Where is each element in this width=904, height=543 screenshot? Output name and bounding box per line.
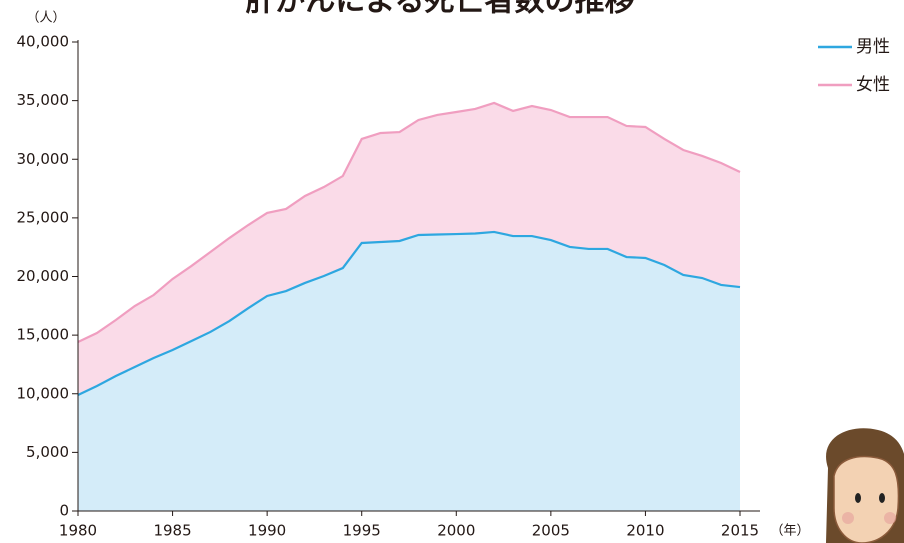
x-tick-label: 2005 — [532, 522, 570, 540]
illustration — [826, 428, 904, 543]
x-tick-label: 2015 — [721, 522, 759, 540]
y-tick-label: 5,000 — [26, 443, 69, 461]
y-tick-label: 20,000 — [17, 267, 70, 285]
y-tick-label: 10,000 — [17, 384, 70, 402]
legend-label: 男性 — [856, 37, 890, 57]
chart-title: 肝がんによる死亡者数の推移 — [245, 0, 634, 19]
area-fill — [78, 232, 740, 511]
plot-area: 0 5,000 10,000 15,000 20,000 25,000 30,000 35,0… — [17, 33, 891, 540]
x-tick-label: 1985 — [153, 522, 191, 540]
x-tick-label: 2010 — [626, 522, 664, 540]
x-tick-label: 2000 — [437, 522, 475, 540]
x-axis-unit: （年） — [770, 524, 809, 539]
x-tick-label: 1995 — [343, 522, 381, 540]
y-tick-label: 30,000 — [17, 150, 70, 168]
y-tick-label: 0 — [59, 502, 69, 520]
y-tick-label: 35,000 — [17, 91, 70, 109]
legend-label: 女性 — [856, 75, 890, 95]
chart: 肝がんによる死亡者数の推移 （人） （年） 0 5,000 10,000 15,000… — [0, 0, 904, 543]
x-tick-label: 1980 — [59, 522, 97, 540]
y-tick-label: 25,000 — [17, 208, 70, 226]
y-axis-unit: （人） — [26, 11, 65, 26]
x-tick-label: 1990 — [248, 522, 286, 540]
y-tick-label: 40,000 — [17, 33, 70, 51]
y-tick-label: 15,000 — [17, 326, 70, 344]
